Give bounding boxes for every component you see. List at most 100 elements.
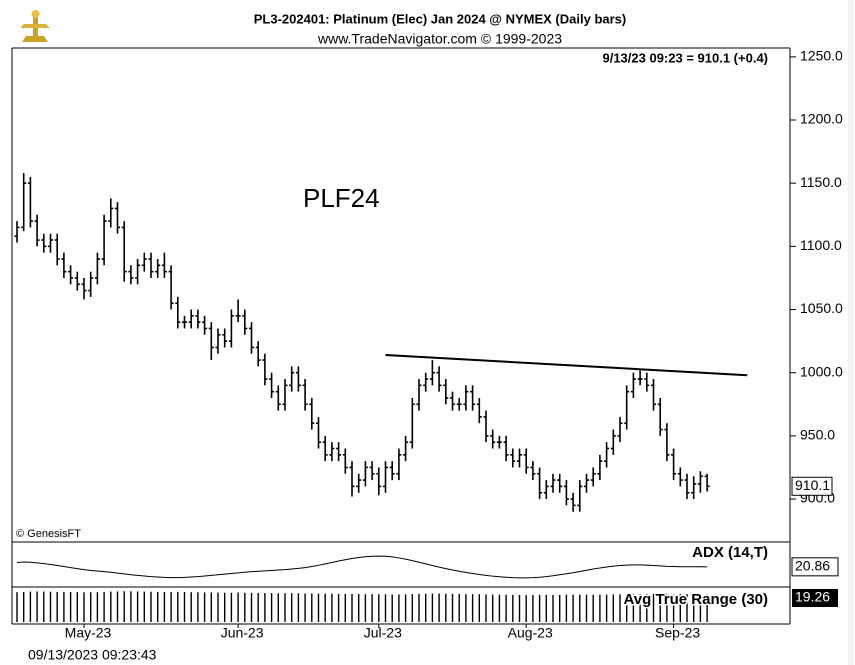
atr-bar [431, 593, 434, 622]
logo [20, 10, 50, 42]
atr-bar [425, 593, 427, 622]
price-bars [14, 173, 710, 512]
atr-bar [418, 593, 420, 622]
y-tick-label: 1100.0 [800, 237, 842, 253]
chart-subtitle: www.TradeNavigator.com © 1999-2023 [317, 31, 562, 47]
atr-bar [404, 594, 407, 622]
x-tick-label: Jun-23 [221, 625, 264, 641]
atr-bar [378, 594, 380, 622]
atr-bar [552, 594, 554, 622]
atr-bar [451, 593, 454, 622]
atr-bar [150, 591, 152, 622]
atr-bar [518, 594, 521, 622]
frame [11, 47, 791, 625]
last-price: 910.1 [795, 477, 830, 493]
atr-bar [545, 594, 547, 622]
atr-bar [170, 592, 172, 622]
adx-last: 20.86 [795, 558, 830, 574]
atr-last: 19.26 [795, 589, 830, 605]
atr-bar [538, 594, 541, 622]
atr-bar [237, 592, 239, 622]
atr-bar [337, 593, 340, 622]
atr-bar [485, 594, 487, 622]
atr-bar [478, 594, 480, 622]
atr-bar [96, 592, 99, 622]
atr-bar [23, 592, 25, 622]
atr-bar [384, 594, 387, 622]
atr-bar [56, 591, 58, 622]
atr-bar [599, 594, 601, 622]
atr-bar [130, 591, 132, 622]
atr-bar [203, 592, 206, 622]
atr-bar [197, 592, 199, 622]
atr-bar [626, 594, 628, 622]
y-tick-label: 1050.0 [800, 300, 843, 316]
atr-bar [103, 591, 105, 622]
atr-bar [257, 593, 259, 622]
last-quote: 9/13/23 09:23 = 910.1 (+0.4) [602, 50, 768, 65]
atr-bar [525, 595, 527, 622]
trendline [385, 354, 748, 377]
atr-bar [358, 594, 360, 622]
atr-bar [445, 593, 447, 622]
atr-bar [706, 594, 708, 622]
atr-bar [465, 594, 467, 622]
atr-bar [304, 593, 306, 622]
atr-bar [512, 594, 514, 622]
atr-bar [605, 594, 608, 622]
y-tick-label: 950.0 [800, 427, 835, 443]
atr-bar [331, 593, 333, 622]
atr-bar [177, 591, 179, 622]
atr-bar [210, 592, 212, 622]
atr-label: Avg True Range (30) [624, 591, 768, 608]
y-tick-label: 1000.0 [800, 363, 843, 379]
atr-bar [579, 594, 581, 622]
atr-bar [592, 594, 594, 622]
atr-bar [183, 592, 186, 622]
atr-bar [659, 594, 661, 622]
atr-bar [686, 594, 688, 622]
card-edge [848, 0, 854, 665]
atr-bar [652, 594, 655, 622]
atr-bar [471, 594, 474, 622]
atr-bar [110, 591, 112, 622]
adx-label: ADX (14,T) [692, 544, 768, 561]
atr-bar [217, 592, 219, 622]
atr-bar [163, 592, 166, 622]
atr-bar [639, 593, 641, 622]
atr-bar [632, 593, 635, 622]
atr-bar [270, 593, 273, 622]
atr-bar [76, 592, 78, 622]
atr-bar [43, 591, 45, 622]
atr-bar [666, 593, 668, 622]
atr-bar [585, 594, 588, 622]
atr-bar [699, 594, 702, 622]
atr-bar [672, 594, 675, 622]
atr-bar [136, 591, 139, 622]
atr-bar [311, 593, 313, 622]
atr-bar [612, 594, 614, 622]
atr-bar [498, 594, 501, 622]
atr-bar [29, 591, 32, 622]
atr-bar [351, 594, 353, 622]
atr-bar [157, 591, 159, 622]
atr-bar [619, 594, 621, 622]
atr-bar [572, 594, 574, 622]
y-tick-label: 1200.0 [800, 111, 843, 127]
atr-bar [505, 594, 507, 622]
adx-line [16, 555, 708, 579]
atr-bar [324, 593, 326, 622]
atr-bar [317, 593, 320, 622]
atr-bar [16, 592, 18, 622]
atr-bar [492, 594, 494, 622]
atr-bar [143, 591, 145, 622]
atr-bar [559, 594, 561, 622]
atr-bar [49, 591, 52, 622]
x-tick-label: Aug-23 [508, 625, 553, 641]
x-tick-label: Sep-23 [655, 625, 700, 641]
atr-bar [277, 593, 279, 622]
atr-bar [291, 593, 293, 622]
atr-bar [250, 592, 253, 622]
atr-bar [693, 594, 695, 622]
